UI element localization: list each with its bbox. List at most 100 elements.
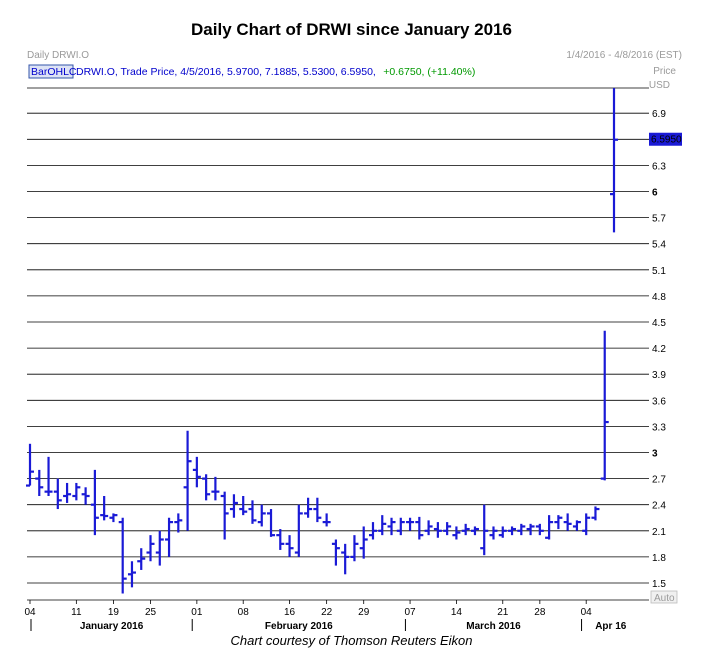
x-tick-label: 07 <box>405 607 417 618</box>
ohlc-bar <box>53 478 62 510</box>
ohlc-bar <box>368 522 377 540</box>
ohlc-bar <box>517 523 526 536</box>
y-tick-label: 4.5 <box>652 318 666 329</box>
ohlc-bar <box>165 517 174 557</box>
chart-caption: Chart courtesy of Thomson Reuters Eikon <box>230 633 473 648</box>
x-tick-label: 04 <box>581 607 593 618</box>
ohlc-bar <box>396 517 405 536</box>
ohlc-bar <box>44 456 53 496</box>
ohlc-bar <box>498 526 507 538</box>
ohlc-bar <box>572 520 581 531</box>
ohlc-bar <box>127 561 136 588</box>
currency-label: USD <box>649 80 670 91</box>
ohlc-bar <box>183 430 192 531</box>
legend-text: DRWI.O, Trade Price, 4/5/2016, 5.9700, 7… <box>76 66 376 78</box>
y-tick-label: 3 <box>652 449 658 460</box>
ohlc-bar <box>35 469 44 496</box>
ohlc-bar <box>155 530 164 566</box>
bar-type-badge[interactable] <box>28 64 74 79</box>
ohlc-bar <box>489 526 498 540</box>
y-axis-ticks: 1.5 1.8 2.1 2.4 2.7 3 3.3 3.6 3.9 4.2 4.5 4.8 5.1 5.4… <box>652 109 666 590</box>
y-tick-label: 5.1 <box>652 266 666 277</box>
x-tick-label: 14 <box>451 607 463 618</box>
chart-title: Daily Chart of DRWI since January 2016 <box>191 20 512 39</box>
instrument-label: Daily DRWI.O <box>27 50 89 61</box>
ohlc-bar <box>554 515 563 530</box>
ohlc-bar <box>359 526 368 559</box>
ohlc-bar <box>276 529 285 550</box>
ohlc-bar <box>26 443 34 487</box>
ohlc-bar <box>387 517 396 536</box>
x-tick-label: 21 <box>497 607 509 618</box>
y-tick-label: 4.8 <box>652 292 666 303</box>
ohlc-bar <box>248 500 257 524</box>
ohlc-bar <box>331 539 340 566</box>
ohlc-bar <box>211 476 220 501</box>
ohlc-bar <box>137 548 146 570</box>
ohlc-bar <box>480 504 489 556</box>
ohlc-bar <box>563 513 572 531</box>
ohlc-bars <box>26 88 618 594</box>
ohlc-bar <box>220 491 229 540</box>
ohlc-bar <box>341 543 350 575</box>
date-range-label: 1/4/2016 - 4/8/2016 (EST) <box>566 50 682 61</box>
ohlc-bar <box>192 456 201 488</box>
ohlc-bar <box>350 535 359 562</box>
ohlc-bar <box>591 506 600 521</box>
y-tick-label: 6.3 <box>652 161 666 172</box>
x-axis-ticks: 04 11 19 25 01 08 16 22 29 07 14 21 28 04 <box>24 600 592 618</box>
x-tick-label: 04 <box>24 607 36 618</box>
y-tick-label: 4.2 <box>652 344 666 355</box>
y-tick-label: 1.5 <box>652 579 666 590</box>
ohlc-bar <box>81 487 90 505</box>
ohlc-bar <box>257 504 266 527</box>
ohlc-bar <box>415 516 424 540</box>
last-price-label: 6.5950 <box>651 135 682 146</box>
y-tick-label: 3.9 <box>652 370 666 381</box>
x-tick-label: 29 <box>358 607 370 618</box>
ohlc-bar <box>610 88 618 233</box>
auto-scale-button[interactable] <box>650 590 678 604</box>
ohlc-bar <box>526 523 535 536</box>
ohlc-bar <box>285 535 294 557</box>
ohlc-bar <box>239 496 248 516</box>
x-tick-label: 16 <box>284 607 296 618</box>
y-tick-label: 5.7 <box>652 214 666 225</box>
month-labels: January 2016 February 2016 March 2016 Apr 1… <box>30 619 627 632</box>
ohlc-bar <box>452 526 461 540</box>
ohlc-bar <box>461 523 470 536</box>
ohlc-bar <box>174 513 183 533</box>
ohlc-bar <box>545 515 554 540</box>
ohlc-bar <box>118 517 127 594</box>
ohlc-bar <box>304 497 313 518</box>
ohlc-bar <box>90 469 99 536</box>
ohlc-bar <box>294 504 303 557</box>
x-tick-label: 11 <box>71 607 82 618</box>
y-tick-label: 5.4 <box>652 240 666 251</box>
ohlc-bar <box>146 535 155 562</box>
x-tick-label: 28 <box>534 607 546 618</box>
y-tick-label: 2.7 <box>652 475 666 486</box>
ohlc-bar <box>424 520 433 536</box>
last-price-marker <box>649 132 682 146</box>
ohlc-bar <box>267 509 276 537</box>
y-tick-label: 2.1 <box>652 527 666 538</box>
ohlc-bar <box>229 494 238 518</box>
ohlc-bar <box>109 513 118 523</box>
ohlc-bar <box>600 330 609 481</box>
y-tick-label: 3.3 <box>652 422 666 433</box>
y-tick-label: 1.8 <box>652 553 666 564</box>
x-tick-label: 22 <box>321 607 333 618</box>
ohlc-bar <box>470 526 479 536</box>
month-label: Apr 16 <box>595 621 627 632</box>
ohlc-bar <box>443 522 452 536</box>
ohlc-bar <box>63 482 72 503</box>
legend-line: DRWI.O, Trade Price, 4/5/2016, 5.9700, 7… <box>76 62 475 79</box>
month-label: February 2016 <box>265 621 333 632</box>
y-tick-label: 2.4 <box>652 501 666 512</box>
x-tick-label: 01 <box>191 607 203 618</box>
ohlc-bar <box>202 474 211 501</box>
x-tick-label: 25 <box>145 607 157 618</box>
y-tick-label: 6.9 <box>652 109 666 120</box>
